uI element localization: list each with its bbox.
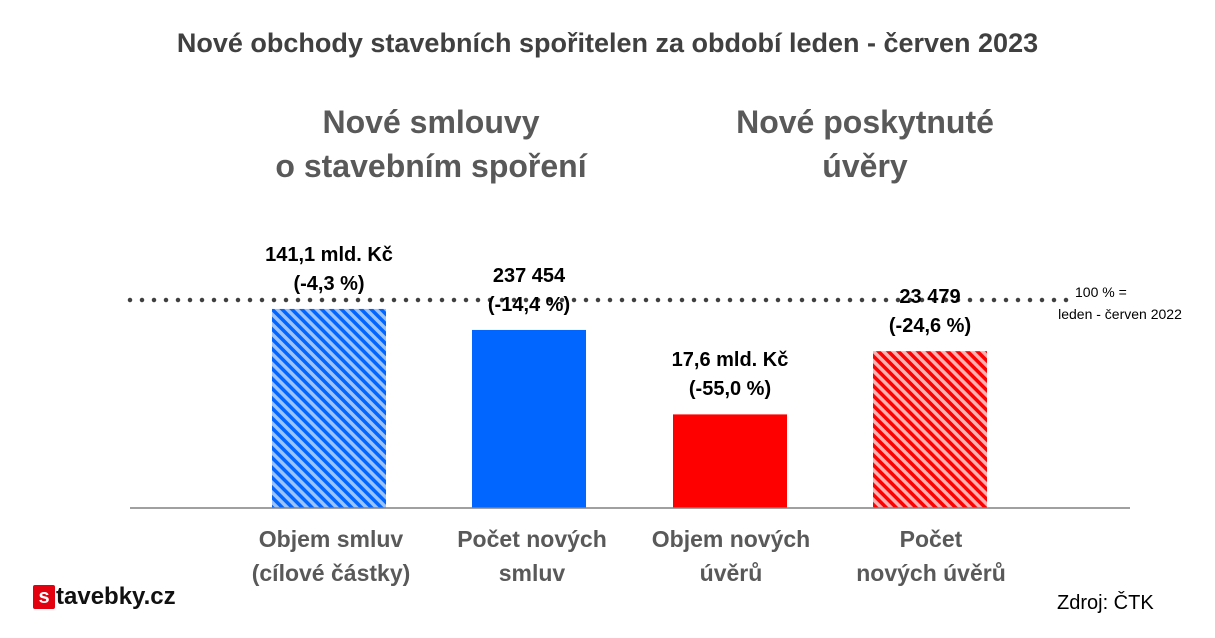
data-label-change: (-4,3 %)	[293, 272, 365, 295]
reference-note-line: 100 % =	[1075, 284, 1127, 300]
logo-text: tavebky.cz	[56, 583, 176, 610]
data-label-value: 23 479	[899, 286, 961, 309]
category-label-line: Počet nových	[457, 526, 607, 552]
data-label-change: (-14,4 %)	[487, 293, 571, 316]
source-note: Zdroj: ČTK	[1057, 592, 1154, 614]
category-label-line: Počet	[899, 526, 963, 552]
data-label: 141,1 mld. Kč (-4,3 %)	[229, 241, 429, 299]
category-label-line: Objem nových	[651, 526, 811, 552]
data-label: 237 454 (-14,4 %)	[429, 262, 629, 320]
group-title-line: úvěry	[822, 148, 908, 184]
category-label-line: smluv	[498, 560, 566, 586]
group-title-loans: Nové poskytnuté úvěry	[655, 100, 1075, 188]
category-label-line: (cílové částky)	[251, 560, 411, 586]
category-label: Počet nových smluv	[427, 522, 637, 590]
group-title-line: o stavebním spoření	[275, 148, 587, 184]
data-label-value: 237 454	[492, 264, 566, 287]
category-label-line: nových úvěrů	[856, 560, 1006, 586]
bar-4	[873, 351, 987, 508]
bar-2	[472, 329, 586, 508]
data-label: 23 479 (-24,6 %)	[830, 283, 1030, 341]
data-label-change: (-24,6 %)	[888, 315, 972, 338]
data-label-change: (-55,0 %)	[688, 378, 772, 401]
category-label: Objem smluv (cílové částky)	[226, 522, 436, 590]
category-label-line: Objem smluv	[258, 526, 404, 552]
reference-note-line: leden - červen 2022	[1058, 306, 1182, 322]
stavebky-logo: s tavebky.cz	[33, 583, 176, 611]
reference-line-note: 100 % = leden - červen 2022	[1030, 281, 1210, 325]
chart-title: Nové obchody stavebních spořitelen za ob…	[176, 28, 1039, 58]
data-label-value: 141,1 mld. Kč	[265, 243, 393, 266]
group-title-contracts: Nové smlouvy o stavebním spoření	[221, 100, 641, 188]
category-label-line: úvěrů	[699, 560, 763, 586]
data-label: 17,6 mld. Kč (-55,0 %)	[630, 346, 830, 404]
bar-1	[272, 308, 386, 508]
bar-3	[673, 414, 787, 508]
group-title-line: Nové poskytnuté	[736, 104, 994, 140]
logo-badge: s	[33, 585, 55, 609]
group-title-line: Nové smlouvy	[322, 104, 540, 140]
category-label: Objem nových úvěrů	[626, 522, 836, 590]
data-label-value: 17,6 mld. Kč	[671, 349, 789, 372]
category-label: Počet nových úvěrů	[826, 522, 1036, 590]
